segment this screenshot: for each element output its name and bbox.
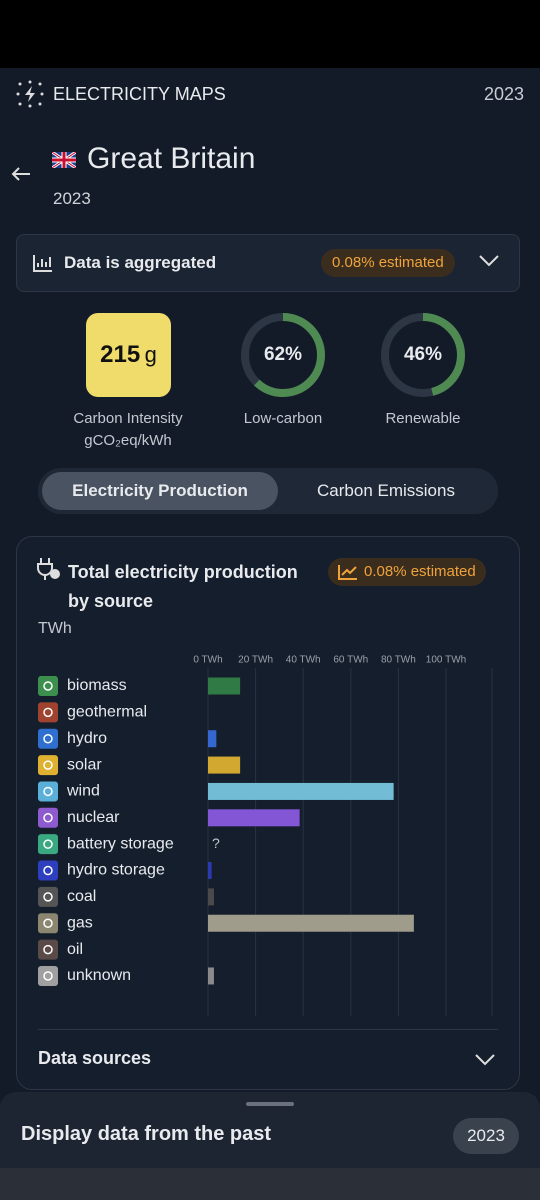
carbon-intensity-box: 215 g	[86, 313, 171, 397]
category-label: wind	[66, 783, 100, 800]
aggregation-title: Data is aggregated	[64, 253, 217, 272]
legend-icon	[38, 728, 58, 749]
bar	[208, 888, 214, 906]
legend-icon-glyph	[43, 760, 53, 770]
legend-icon	[38, 755, 58, 776]
trend-icon	[338, 565, 357, 580]
x-tick-label: 100 TWh	[426, 655, 466, 666]
legend-icon	[38, 886, 58, 907]
ring-caption: Low-carbon	[244, 410, 322, 427]
back-button[interactable]	[10, 164, 32, 184]
legend-icon	[38, 913, 58, 934]
chart-unit: TWh	[38, 620, 72, 637]
chart: 0 TWh 20 TWh 40 TWh 60 TWh 80 TWh 100 TWh biom…	[38, 655, 493, 1016]
zone-period: 2023	[53, 189, 91, 208]
nav-bar	[0, 1168, 540, 1200]
category-label: coal	[67, 888, 96, 905]
x-tick-label: 0 TWh	[193, 655, 222, 666]
legend-icon-glyph	[43, 813, 53, 823]
zone-name: Great Britain	[87, 142, 256, 175]
ring-label: 62%	[264, 344, 302, 365]
ring-label: 46%	[404, 344, 442, 365]
legend-icon	[38, 781, 58, 802]
brand: ELECTRICITY MAPS	[53, 84, 226, 104]
status-bar	[0, 0, 540, 68]
legend-icon-glyph	[43, 681, 53, 691]
carbon-intensity-value: 215	[100, 341, 141, 368]
bar	[208, 730, 217, 748]
legend-icon-glyph	[43, 839, 53, 849]
divider	[38, 1029, 498, 1030]
x-tick-label: 60 TWh	[333, 655, 368, 666]
legend-icon	[38, 807, 58, 828]
flag	[52, 152, 76, 168]
category-label: solar	[67, 756, 102, 773]
sheet-handle[interactable]	[246, 1102, 294, 1106]
ring-arc	[241, 313, 325, 397]
category-label: biomass	[67, 677, 127, 694]
bar	[208, 914, 414, 932]
legend-icon-glyph	[43, 918, 53, 928]
legend-icon-glyph	[43, 865, 53, 876]
rings: 62% Low-carbon 46% Renewable	[241, 313, 465, 427]
bar	[208, 756, 241, 774]
chevron[interactable]	[478, 254, 500, 268]
category-label: nuclear	[67, 809, 120, 826]
category-label: unknown	[67, 967, 131, 984]
caption: Carbon Intensity	[73, 410, 183, 427]
legend-icon-glyph	[43, 944, 53, 955]
chart-icon	[33, 255, 52, 272]
x-tick-label: 20 TWh	[238, 655, 273, 666]
chart-badge: 0.08% estimated	[328, 558, 486, 586]
ring-arc	[381, 313, 465, 397]
tab[interactable]: Carbon Emissions	[317, 481, 455, 500]
bar	[208, 967, 214, 985]
plug-icon	[37, 558, 60, 580]
caption: gCO₂eq/kWh	[84, 432, 172, 449]
year-pill[interactable]: 2023	[453, 1118, 519, 1154]
category-label: battery storage	[67, 835, 174, 852]
legend-icon-glyph	[43, 971, 53, 981]
tab-active[interactable]: Electricity Production	[42, 472, 278, 510]
legend-icon-glyph	[43, 707, 53, 718]
chevron[interactable]	[474, 1053, 496, 1067]
logo	[16, 80, 44, 108]
category-label: oil	[67, 941, 83, 958]
sheet-title: Display data from the past	[21, 1123, 272, 1145]
legend-icon	[38, 834, 58, 855]
estimated-badge: 0.08% estimated	[321, 249, 455, 277]
category-label: gas	[67, 914, 93, 931]
header-year: 2023	[483, 84, 524, 104]
carbon-intensity-unit: g	[144, 342, 157, 367]
chart-title: Total electricity production by source	[68, 562, 298, 611]
category-label: hydro	[67, 730, 107, 747]
legend-icon	[38, 965, 58, 986]
legend-icon	[38, 939, 58, 960]
x-tick-label: 40 TWh	[286, 655, 321, 666]
ring-caption: Renewable	[385, 410, 460, 427]
bar	[208, 782, 394, 800]
category-label: hydro storage	[67, 862, 165, 879]
x-tick-label: 80 TWh	[381, 655, 416, 666]
legend-icon	[38, 860, 58, 881]
bar	[208, 862, 212, 880]
bar	[208, 677, 241, 695]
legend-icon-glyph	[43, 786, 53, 797]
legend-icon-glyph	[43, 892, 53, 902]
category-label: geothermal	[67, 704, 147, 721]
data-sources[interactable]: Data sources	[38, 1048, 152, 1068]
legend-icon	[38, 702, 58, 723]
bar	[208, 809, 300, 827]
legend-icon	[38, 676, 58, 696]
legend-icon-glyph	[43, 733, 53, 744]
value-label: ?	[212, 835, 220, 851]
